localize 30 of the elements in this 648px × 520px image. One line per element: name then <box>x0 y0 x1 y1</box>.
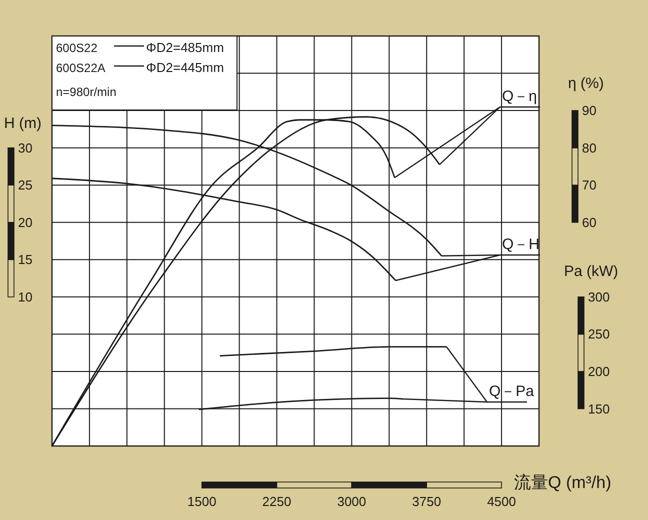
x-axis-title: 流量Q (m³/h) <box>514 473 612 492</box>
y2-tick-label: 90 <box>582 103 596 118</box>
y3-tick-label: 250 <box>588 326 610 342</box>
x-tick-label: 2250 <box>262 494 292 509</box>
y-axis-title: H (m) <box>4 115 42 132</box>
y2-tick-label: 80 <box>582 140 596 156</box>
y2-axis-title: η (%) <box>568 75 604 92</box>
y-tick-label: 15 <box>18 252 32 268</box>
x-tick-label: 3750 <box>412 494 442 509</box>
annotation: Q－η <box>502 88 538 105</box>
y3-axis-title: Pa (kW) <box>564 263 618 280</box>
x-tick-label: 1500 <box>187 494 216 509</box>
y2-tick-label: 60 <box>582 214 596 230</box>
annotation: ΦD2=485mm <box>146 40 224 55</box>
y-tick-label: 30 <box>18 140 32 156</box>
x-tick-label: 4500 <box>487 494 516 509</box>
legend-label: 600S22 <box>56 41 98 55</box>
legend-title: n=980r/min <box>56 85 116 99</box>
x-tick-label: 3000 <box>337 494 366 509</box>
legend-label: 600S22A <box>56 61 106 75</box>
y-tick-label: 20 <box>18 214 32 230</box>
annotation: ΦD2=445mm <box>146 60 224 75</box>
y2-tick-label: 70 <box>582 178 596 193</box>
annotation: Q－H <box>502 236 540 253</box>
y3-tick-label: 200 <box>588 364 610 380</box>
y3-tick-label: 300 <box>588 289 610 304</box>
y-tick-label: 10 <box>18 289 32 304</box>
y-tick-label: 25 <box>18 178 32 193</box>
annotation: Q－Pa <box>489 383 535 400</box>
y3-tick-label: 150 <box>588 401 610 416</box>
